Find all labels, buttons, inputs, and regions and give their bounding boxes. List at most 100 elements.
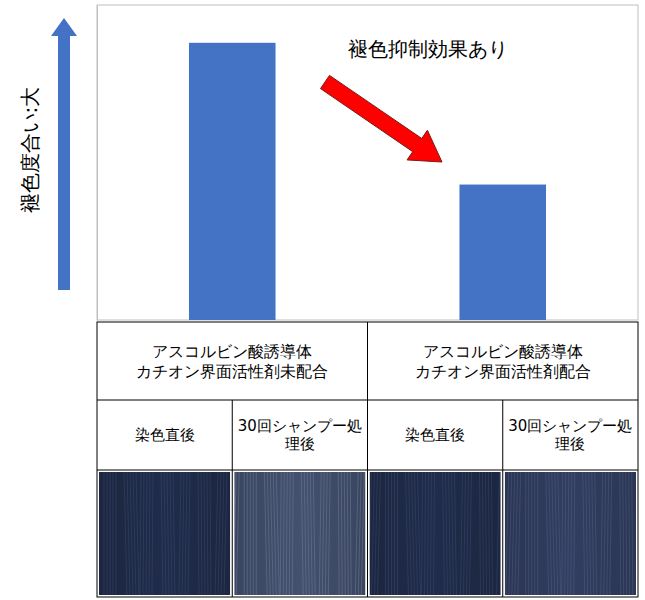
hair-strand [161,472,163,595]
hair-strand [322,472,324,595]
hair-strand [152,472,153,595]
hair-strand [149,472,150,595]
hair-strand [531,472,532,595]
hair-strand [483,472,484,595]
hair-strand [361,472,364,595]
hair-strand [558,472,561,595]
chart-svg: 褪色度合い:大褪色抑制効果ありアスコルビン酸誘導体カチオン界面活性剤未配合染色直… [0,0,645,600]
hair-strand [446,472,448,595]
hair-strand [449,472,451,595]
hair-strand [412,472,415,595]
hair-strand [113,472,114,595]
bar [189,43,276,320]
hair-strand [568,472,569,595]
hair-strand [632,472,633,595]
y-axis [97,6,98,321]
text-line: 30回シャンプー処 [238,417,362,435]
hair-strand [244,472,245,595]
hair-strand [207,472,208,595]
text-line: カチオン界面活性剤未配合 [136,362,328,381]
text-line: アスコルビン酸誘導体 [423,342,583,361]
hair-strand [319,472,321,595]
hair-strand [409,472,412,595]
hair-strand [607,472,609,595]
hair-strand [443,472,445,595]
y-axis-title: 褪色度合い:大 [18,87,42,214]
category-label: アスコルビン酸誘導体カチオン界面活性剤未配合 [136,342,328,381]
text-line: 染色直後 [405,426,465,444]
hair-strand [289,472,290,595]
hair-strand [301,472,303,595]
hair-strand [428,472,429,595]
hair-strand [601,472,603,595]
hair-strand [434,472,435,595]
hair-strand [534,472,535,595]
hair-strand [167,472,169,595]
hair-strand [562,472,563,595]
hair-strand [518,472,521,595]
hair-strand [133,472,136,595]
hair-strand [350,472,351,595]
text-line: 理後 [555,435,585,453]
table-col-line [367,322,368,597]
hair-strand [143,472,144,595]
annotation-arrow [320,75,442,162]
hair-strand [253,472,254,595]
hair-strand [328,472,330,595]
hair-strand [344,472,345,595]
hair-strand [589,472,591,595]
hair-strand [107,472,108,595]
hair-strand [610,472,612,595]
plot-frame [97,5,638,320]
hair-strand [583,472,585,595]
table-col-line [502,400,503,597]
text-line: 染色直後 [135,426,195,444]
hair-strand [130,472,133,595]
hair-strand [375,472,378,595]
hair-strand [267,472,270,595]
hair-strand [418,472,421,595]
hair-strand [250,472,251,595]
hair-strand [136,472,139,595]
hair-swatch [234,472,365,595]
hair-strand [509,472,512,595]
hair-strand [394,472,395,595]
hair-swatch-bg [505,472,636,595]
hair-strand [422,472,423,595]
hair-strand [629,472,630,595]
hair-strand [515,472,518,595]
y-arrow [51,18,77,290]
hair-strand [256,472,257,595]
hair-strand [626,472,627,595]
category-label: アスコルビン酸誘導体カチオン界面活性剤配合 [415,342,591,381]
hair-strand [378,472,381,595]
hair-strand [549,472,552,595]
subcategory-label: 30回シャンプー処理後 [238,417,362,454]
hair-strand [247,472,248,595]
hair-strand [338,472,339,595]
hair-strand [221,472,224,595]
text-line: アスコルビン酸誘導体 [152,342,312,361]
hair-strand [218,472,221,595]
hair-strand [486,472,487,595]
annotation: 褪色抑制効果あり [348,37,508,61]
hair-strand [604,472,606,595]
hair-strand [198,472,199,595]
hair-swatch-bg [234,472,365,595]
hair-strand [406,472,409,595]
hair-strand [283,472,284,595]
hair-strand [470,472,472,595]
hair-strand [341,472,342,595]
hair-strand [555,472,558,595]
bar [459,185,546,320]
hair-strand [391,472,392,595]
hair-strand [358,472,361,595]
hair-strand [552,472,555,595]
hair-strand [124,472,127,595]
hair-strand [201,472,202,595]
hair-strand [210,472,211,595]
hair-strand [574,472,575,595]
hair-strand [388,472,389,595]
hair-strand [224,472,227,595]
hair-strand [173,472,175,595]
